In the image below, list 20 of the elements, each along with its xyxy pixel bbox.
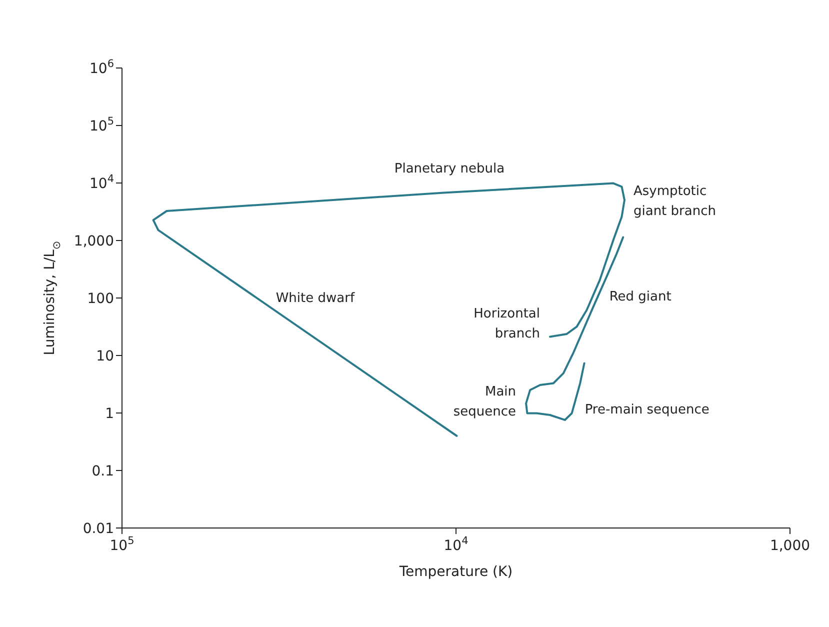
y-tick-label: 10 — [96, 348, 114, 364]
y-tick-label: 100 — [87, 291, 114, 307]
annotation: Main sequence — [453, 384, 516, 420]
y-tick-label: 0.1 — [92, 464, 114, 480]
annotation: Horizontal branch — [474, 306, 540, 342]
y-tick-label: 10$^{4}$ — [89, 173, 114, 192]
annotation: Red giant — [609, 290, 672, 305]
annotation: White dwarf — [276, 290, 355, 306]
annotation: Pre-main sequence — [584, 402, 710, 418]
y-tick-label: 10$^{6}$ — [89, 58, 114, 77]
x-tick-label: 1,000 — [770, 538, 810, 554]
x-tick-label: 10$^{4}$ — [444, 535, 469, 554]
y-tick-label: 1 — [105, 406, 114, 422]
y-tick-label: 1,000 — [74, 234, 114, 250]
annotation: Planetary nebula — [394, 162, 505, 177]
x-tick-label: 10$^{5}$ — [110, 535, 134, 554]
y-tick-label: 0.01 — [82, 521, 114, 537]
y-tick-label: 10$^{5}$ — [89, 116, 114, 134]
x-axis-title: Temperature (K) — [398, 564, 513, 580]
annotation: Asymptotic giant branch — [633, 184, 716, 220]
